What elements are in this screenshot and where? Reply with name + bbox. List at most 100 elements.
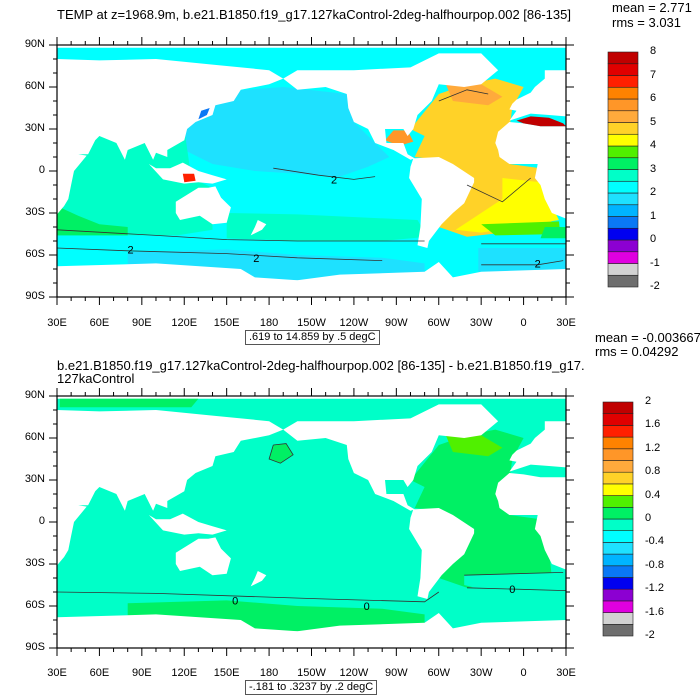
region-labrador-sea [445, 84, 503, 106]
contour-label: 0 [232, 595, 238, 607]
plot-title-bottom: b.e21.B1850.f19_g17.127kaControl-2deg-ha… [57, 358, 585, 386]
colorbar-box [607, 169, 639, 182]
colorbar-box [602, 506, 634, 520]
region-south-atlantic-front [481, 221, 561, 236]
colorbar-box [602, 460, 634, 473]
contour-label: 2 [331, 174, 337, 186]
colorbar-box [602, 542, 634, 555]
antarctica-landmass [57, 613, 566, 648]
map-panel-1: 2 2 2 2 [49, 37, 639, 305]
contour-line [268, 443, 294, 464]
region-south-atlantic-east [455, 178, 559, 233]
colorbar-box [607, 133, 639, 147]
contour-label: 2 [127, 244, 133, 256]
contour-label: 2 [253, 253, 259, 265]
europe-landmass [509, 70, 566, 121]
new-zealand-landmass [250, 571, 267, 587]
colorbar-box [602, 600, 634, 613]
colorbar-box [607, 274, 639, 288]
colorbar-box [602, 577, 634, 590]
map-layers: 2 2 2 2 [57, 47, 566, 297]
south-america-landmass [409, 157, 475, 248]
colorbar-box [602, 530, 634, 543]
indonesia-landmass [148, 513, 227, 535]
region-south-atlantic-teal [464, 572, 566, 592]
asia-africa-landmass [57, 59, 284, 215]
region-sw-indian [57, 206, 128, 236]
colorbar-box [607, 98, 639, 112]
region-labrador-sea [445, 435, 503, 457]
contour-line [57, 229, 425, 242]
contour-line [466, 177, 531, 203]
colorbar-box [607, 51, 639, 65]
region-agulhas [540, 227, 566, 239]
colorbar-box [602, 401, 634, 414]
colorbar-box [602, 565, 634, 578]
info-box-top: .619 to 14.859 by .5 degC [245, 330, 380, 345]
colorbar-box [607, 122, 639, 135]
colorbar-box [607, 192, 639, 206]
colorbar-box [607, 263, 639, 276]
new-zealand-landmass [250, 220, 267, 236]
region-south-pacific-band [226, 213, 428, 241]
colorbar-box [607, 63, 639, 76]
colorbar-box [602, 495, 634, 508]
plot-title-top: TEMP at z=1968.9m, b.e21.B1850.f19_g17.1… [57, 7, 571, 22]
colorbar-box [607, 75, 639, 88]
colorbar-box [607, 251, 639, 264]
colorbar-box [602, 448, 634, 461]
colorbar-box [602, 588, 634, 602]
colorbar-box [607, 227, 639, 241]
north-america-landmass [283, 404, 499, 511]
colorbar-box [602, 623, 634, 637]
contour-line [57, 247, 383, 261]
colorbar-box [607, 145, 639, 159]
indonesia-landmass [148, 162, 227, 184]
colorbar-box [607, 157, 639, 170]
colorbar-box [602, 612, 634, 625]
contour-label: 0 [364, 601, 370, 613]
rms-label-top: rms = 3.031 [612, 15, 682, 30]
contour-line [57, 591, 440, 603]
region-arctic-strip [59, 398, 199, 408]
info-box-bottom: -.181 to .3237 by .2 degC [245, 680, 378, 695]
colorbar-box [607, 86, 639, 100]
contour-line [466, 587, 566, 591]
contour-line [481, 260, 564, 266]
region-southern-ocean-atl [478, 248, 566, 272]
europe-landmass [509, 421, 566, 472]
colorbar-box [607, 216, 639, 229]
contour-line [464, 572, 564, 576]
australia-landmass [175, 537, 231, 576]
colorbar-box [602, 553, 634, 567]
africa-west-landmass [495, 473, 566, 570]
colorbar-box [607, 204, 639, 217]
colorbar-box [607, 110, 639, 123]
colorbar-box [602, 483, 634, 496]
africa-west-landmass [495, 122, 566, 219]
contour-label: 2 [535, 258, 541, 270]
colorbar-box [607, 239, 639, 253]
south-america-landmass [409, 508, 475, 599]
contour-line [273, 167, 376, 180]
region-indian-ocean [57, 129, 213, 236]
colorbar-box [602, 436, 634, 450]
region-mediterranean [516, 116, 566, 127]
colorbar-box [602, 471, 634, 485]
colorbar-box [602, 518, 634, 531]
region-atlantic [410, 429, 552, 588]
contour-line [438, 89, 489, 102]
region-indonesian-sea [182, 173, 196, 183]
region-gulf-of-mexico [385, 130, 414, 146]
colorbar-box [607, 180, 639, 194]
antarctica-landmass [57, 262, 566, 297]
rms-label-bottom: rms = 0.04292 [595, 344, 679, 359]
mean-label-bottom: mean = -0.003667 [595, 330, 700, 345]
contour-label: 0 [509, 584, 515, 596]
colorbar-box [602, 425, 634, 438]
region-north-pacific [184, 87, 390, 177]
region-japan-sea [198, 108, 210, 120]
colorbar-box [602, 413, 634, 426]
map-panel-2: 0 0 0 [49, 388, 634, 656]
north-america-landmass [283, 53, 499, 160]
